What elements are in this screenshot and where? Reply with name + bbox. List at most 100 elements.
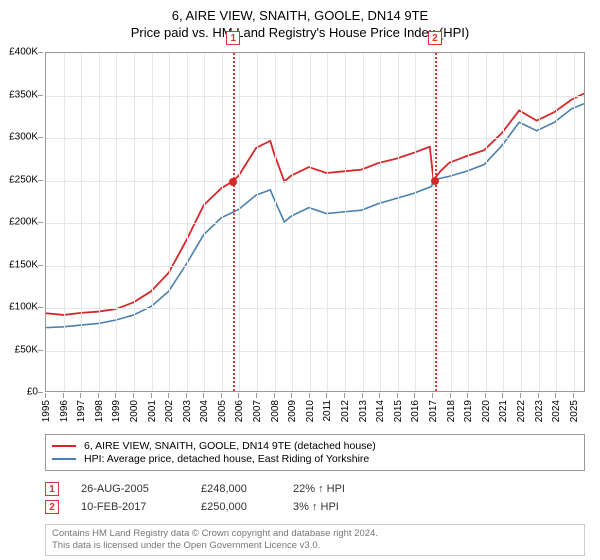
x-axis-label: 2006 (234, 400, 245, 422)
chart-plot-area: 12 (45, 52, 585, 392)
x-axis: 1995199619971998199920002001200220032004… (45, 394, 585, 434)
legend-item: 6, AIRE VIEW, SNAITH, GOOLE, DN14 9TE (d… (52, 440, 578, 452)
legend-swatch (52, 445, 76, 447)
y-axis-label: £300K (9, 132, 38, 143)
sale-marker-line (233, 53, 235, 391)
y-axis-label: £200K (9, 217, 38, 228)
gridline-v (574, 53, 575, 391)
x-tick (98, 393, 99, 398)
x-tick (274, 393, 275, 398)
gridline-v (99, 53, 100, 391)
y-axis: £0£50K£100K£150K£200K£250K£300K£350K£400… (0, 52, 42, 392)
gridline-v (345, 53, 346, 391)
gridline-v (468, 53, 469, 391)
gridline-v (152, 53, 153, 391)
sale-date: 10-FEB-2017 (81, 501, 179, 513)
x-axis-label: 2013 (358, 400, 369, 422)
sale-hpi-change: 22% ↑ HPI (293, 483, 383, 495)
x-tick (326, 393, 327, 398)
gridline-v (503, 53, 504, 391)
gridline-v (134, 53, 135, 391)
y-tick (38, 95, 43, 96)
sale-price: £248,000 (201, 483, 271, 495)
y-axis-label: £150K (9, 259, 38, 270)
x-tick (45, 393, 46, 398)
x-axis-label: 2001 (147, 400, 158, 422)
y-axis-label: £0 (27, 387, 38, 398)
x-axis-label: 2016 (410, 400, 421, 422)
y-tick (38, 137, 43, 138)
gridline-v (521, 53, 522, 391)
x-axis-label: 1996 (59, 400, 70, 422)
gridline-v (239, 53, 240, 391)
x-tick (151, 393, 152, 398)
x-axis-label: 2000 (129, 400, 140, 422)
x-tick (256, 393, 257, 398)
gridline-v (433, 53, 434, 391)
x-axis-label: 2022 (516, 400, 527, 422)
gridline-v (64, 53, 65, 391)
x-axis-label: 2024 (551, 400, 562, 422)
gridline-v (169, 53, 170, 391)
gridline-v (257, 53, 258, 391)
gridline-v (204, 53, 205, 391)
gridline-v (451, 53, 452, 391)
x-axis-label: 2005 (217, 400, 228, 422)
sales-table: 126-AUG-2005£248,00022% ↑ HPI210-FEB-201… (45, 478, 585, 518)
x-tick (467, 393, 468, 398)
gridline-v (556, 53, 557, 391)
x-axis-label: 2020 (481, 400, 492, 422)
x-axis-label: 2023 (534, 400, 545, 422)
x-tick (168, 393, 169, 398)
x-tick (573, 393, 574, 398)
sale-marker-dot (229, 178, 237, 186)
sale-marker-line (435, 53, 437, 391)
y-tick (38, 222, 43, 223)
sale-hpi-change: 3% ↑ HPI (293, 501, 383, 513)
x-axis-label: 1998 (94, 400, 105, 422)
x-axis-label: 2009 (287, 400, 298, 422)
x-tick (538, 393, 539, 398)
x-tick (221, 393, 222, 398)
gridline-v (539, 53, 540, 391)
x-axis-label: 2010 (305, 400, 316, 422)
footer-attribution: Contains HM Land Registry data © Crown c… (45, 524, 585, 556)
x-tick (379, 393, 380, 398)
y-axis-label: £50K (15, 344, 38, 355)
footer-line-1: Contains HM Land Registry data © Crown c… (52, 528, 578, 540)
y-axis-label: £350K (9, 89, 38, 100)
x-tick (362, 393, 363, 398)
sale-row: 126-AUG-2005£248,00022% ↑ HPI (45, 482, 585, 496)
y-axis-label: £400K (9, 47, 38, 58)
x-axis-label: 2002 (164, 400, 175, 422)
y-tick (38, 392, 43, 393)
gridline-v (415, 53, 416, 391)
sale-marker-label: 2 (428, 31, 442, 45)
x-tick (397, 393, 398, 398)
legend-label: HPI: Average price, detached house, East… (84, 453, 369, 465)
x-tick (80, 393, 81, 398)
gridline-v (275, 53, 276, 391)
x-tick (291, 393, 292, 398)
x-tick (133, 393, 134, 398)
legend: 6, AIRE VIEW, SNAITH, GOOLE, DN14 9TE (d… (45, 434, 585, 471)
sale-marker-icon: 2 (45, 500, 59, 514)
sale-marker-label: 1 (226, 31, 240, 45)
x-axis-label: 2025 (569, 400, 580, 422)
y-tick (38, 265, 43, 266)
gridline-v (486, 53, 487, 391)
legend-item: HPI: Average price, detached house, East… (52, 453, 578, 465)
x-axis-label: 1995 (41, 400, 52, 422)
gridline-v (380, 53, 381, 391)
y-tick (38, 307, 43, 308)
x-tick (432, 393, 433, 398)
x-axis-label: 2011 (322, 400, 333, 422)
gridline-v (292, 53, 293, 391)
x-axis-label: 2007 (252, 400, 263, 422)
x-axis-label: 2019 (463, 400, 474, 422)
x-axis-label: 2014 (375, 400, 386, 422)
gridline-v (187, 53, 188, 391)
x-tick (485, 393, 486, 398)
y-axis-label: £250K (9, 174, 38, 185)
sale-row: 210-FEB-2017£250,0003% ↑ HPI (45, 500, 585, 514)
